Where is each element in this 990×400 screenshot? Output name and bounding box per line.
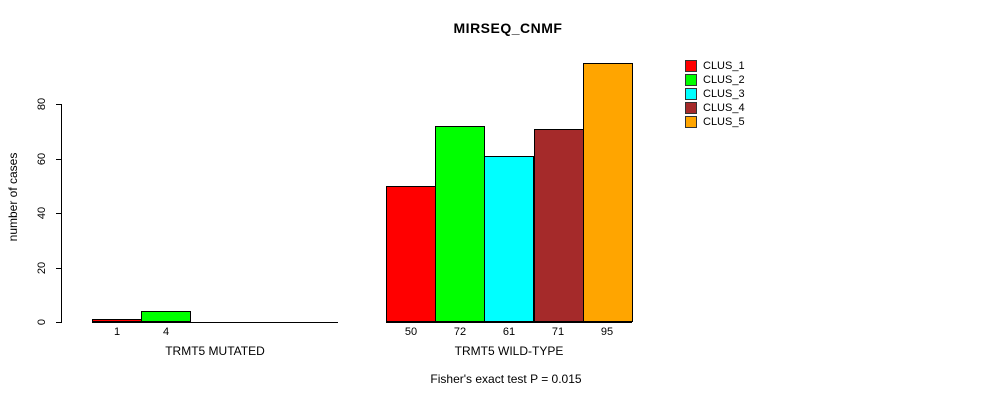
bar-value-label: 50 [404, 326, 418, 338]
y-tick-label: 0 [36, 318, 48, 326]
legend-row: CLUS_2 [685, 73, 745, 87]
y-axis-line [61, 104, 62, 323]
legend-swatch-icon [685, 116, 697, 128]
y-tick [56, 213, 61, 214]
bar-clus_1 [386, 186, 436, 322]
bar-clus_1 [92, 319, 142, 322]
legend-label: CLUS_3 [703, 88, 745, 100]
chart-title: MIRSEQ_CNMF [453, 20, 563, 36]
legend-row: CLUS_5 [685, 115, 745, 129]
legend-swatch-icon [685, 74, 697, 86]
legend-label: CLUS_2 [703, 74, 745, 86]
bar-clus_4 [534, 129, 584, 322]
legend-swatch-icon [685, 88, 697, 100]
bar-value-label: 1 [113, 326, 121, 338]
legend-swatch-icon [685, 102, 697, 114]
y-tick-label: 60 [36, 152, 48, 165]
legend-row: CLUS_3 [685, 87, 745, 101]
legend-label: CLUS_4 [703, 102, 745, 114]
y-tick-label: 80 [36, 97, 48, 111]
bar-value-label: 71 [551, 326, 565, 338]
legend-row: CLUS_4 [685, 101, 745, 115]
y-tick [56, 104, 61, 105]
bar-value-label: 95 [600, 326, 614, 338]
group-baseline [386, 322, 632, 323]
group-label-wild-type: TRMT5 WILD-TYPE [454, 344, 564, 358]
legend-label: CLUS_5 [703, 116, 745, 128]
y-tick [56, 267, 61, 269]
bar-value-label: 72 [453, 326, 467, 338]
group-baseline [92, 322, 338, 323]
y-tick-label: 20 [36, 261, 48, 274]
bar-clus_2 [435, 126, 485, 322]
bar-value-label: 61 [502, 326, 516, 338]
legend-row: CLUS_1 [685, 59, 745, 73]
bar-clus_2 [141, 311, 191, 322]
bar-value-label: 4 [162, 326, 170, 338]
group-label-mutated: TRMT5 MUTATED [165, 344, 265, 358]
legend-label: CLUS_1 [703, 60, 745, 72]
legend: CLUS_1 CLUS_2 CLUS_3 CLUS_4 CLUS_5 [685, 59, 745, 129]
annotation-fishers-exact-test: Fisher's exact test P = 0.015 [430, 372, 582, 386]
bar-clus_3 [484, 156, 534, 322]
y-tick [56, 158, 61, 160]
y-tick-label: 40 [36, 206, 48, 220]
y-tick [56, 322, 61, 323]
legend-swatch-icon [685, 60, 697, 72]
bar-clus_5 [583, 63, 633, 322]
